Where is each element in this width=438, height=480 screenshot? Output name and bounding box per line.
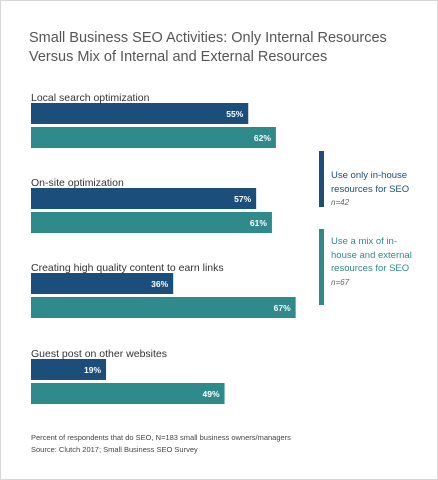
legend-entry: Use a mix of in-house and external resou… [331, 235, 421, 289]
category-label: Local search optimization [31, 92, 150, 104]
value-label: 67% [274, 303, 291, 313]
sample-size: n=42 [331, 198, 350, 207]
bar [31, 127, 276, 148]
sample-size: n=67 [331, 277, 350, 287]
value-label: 36% [151, 279, 168, 289]
legend-entry: Use only in-house resources for SEO n=42 [331, 169, 421, 210]
bar [31, 212, 272, 233]
bar [31, 297, 296, 318]
value-label: 61% [250, 218, 267, 228]
bar [31, 359, 107, 380]
value-label: 57% [234, 194, 251, 204]
category-label: Creating high quality content to earn li… [31, 262, 224, 274]
value-label: 49% [203, 389, 220, 399]
source: Source: Clutch 2017; Small Business SEO … [31, 445, 198, 454]
legend-swatch [319, 229, 324, 305]
value-label: 19% [84, 365, 101, 375]
footnote: Percent of respondents that do SEO, N=18… [31, 433, 291, 442]
legend-label: Use a mix of in-house and external resou… [331, 236, 412, 274]
category-label: On-site optimization [31, 177, 124, 189]
value-label: 62% [254, 133, 271, 143]
value-label: 55% [226, 109, 243, 119]
bar [31, 103, 249, 124]
bar [31, 273, 174, 294]
bar [31, 188, 257, 209]
chart-title: Small Business SEO Activities: Only Inte… [29, 30, 387, 65]
bar [31, 383, 225, 404]
legend-swatch [319, 151, 324, 207]
legend-label: Use only in-house resources for SEO [331, 170, 410, 195]
category-label: Guest post on other websites [31, 348, 167, 360]
